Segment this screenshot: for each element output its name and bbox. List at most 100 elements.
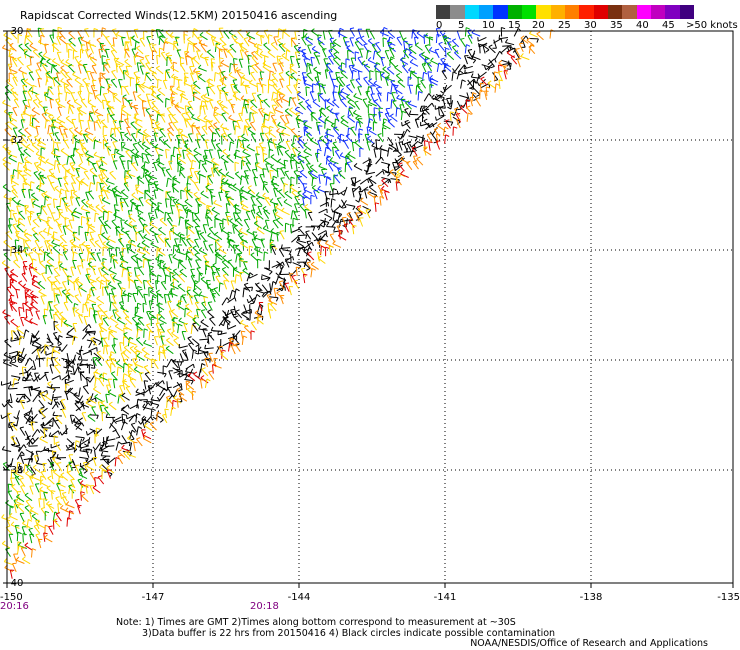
wind-barb-flag bbox=[69, 162, 74, 164]
wind-barb-shaft bbox=[65, 86, 73, 94]
wind-barb bbox=[353, 163, 363, 171]
wind-barb bbox=[408, 84, 414, 94]
wind-barb bbox=[279, 114, 286, 124]
wind-barb-shaft bbox=[227, 50, 234, 59]
wind-barb-shaft bbox=[32, 202, 41, 208]
wind-barb-flag bbox=[145, 62, 150, 65]
wind-barb-flag bbox=[304, 33, 308, 37]
wind-barb bbox=[418, 52, 427, 62]
wind-barb-shaft bbox=[193, 82, 201, 90]
wind-barb-shaft bbox=[179, 94, 189, 101]
wind-barb-flag bbox=[154, 143, 159, 148]
wind-barb-shaft bbox=[213, 202, 223, 208]
wind-barb-flag bbox=[408, 45, 413, 49]
wind-barb-flag bbox=[165, 97, 170, 101]
wind-barb bbox=[53, 76, 61, 86]
wind-barb-shaft bbox=[107, 113, 109, 123]
wind-barb-flag bbox=[167, 54, 173, 57]
wind-barb bbox=[203, 93, 213, 101]
wind-barb bbox=[91, 79, 97, 90]
wind-barb-flag bbox=[79, 129, 83, 134]
wind-barb-flag bbox=[329, 37, 335, 40]
wind-barb-shaft bbox=[192, 43, 195, 53]
wind-barb-flag bbox=[452, 38, 457, 42]
wind-barb-flag bbox=[302, 196, 307, 199]
wind-barb-shaft bbox=[301, 37, 307, 46]
wind-barb-flag bbox=[368, 104, 373, 107]
wind-barb-flag bbox=[250, 99, 255, 102]
wind-barb-flag bbox=[46, 70, 51, 74]
wind-barb-shaft bbox=[63, 83, 66, 93]
wind-barb-shaft bbox=[105, 79, 111, 88]
legend-swatch bbox=[436, 5, 451, 19]
wind-barb-flag bbox=[88, 92, 93, 95]
wind-barb bbox=[488, 44, 496, 54]
wind-barb-shaft bbox=[133, 55, 136, 65]
wind-barb-flag bbox=[290, 176, 295, 179]
wind-barb bbox=[357, 56, 364, 66]
wind-barb-shaft bbox=[68, 32, 76, 40]
wind-barb bbox=[87, 119, 92, 130]
wind-barb-flag bbox=[420, 79, 425, 82]
wind-barb-shaft bbox=[444, 84, 452, 92]
wind-barb-shaft bbox=[47, 125, 50, 135]
wind-barb-shaft bbox=[353, 112, 362, 118]
wind-barb-shaft bbox=[306, 74, 314, 82]
wind-barb-shaft bbox=[269, 170, 272, 180]
wind-barb-flag bbox=[18, 43, 23, 47]
wind-barb-flag bbox=[262, 60, 267, 65]
wind-barb bbox=[277, 87, 286, 96]
wind-barb-flag bbox=[363, 63, 368, 67]
wind-barb-flag bbox=[444, 63, 449, 67]
wind-barb-flag bbox=[30, 181, 35, 184]
wind-barb bbox=[210, 58, 216, 68]
wind-barb-shaft bbox=[487, 58, 495, 65]
wind-barb bbox=[335, 76, 343, 86]
wind-barb bbox=[249, 79, 258, 88]
wind-barb-flag bbox=[368, 78, 373, 82]
wind-barb-flag bbox=[139, 37, 145, 40]
wind-barb bbox=[133, 104, 138, 115]
wind-barb-shaft bbox=[304, 129, 313, 137]
wind-barb-flag bbox=[65, 84, 70, 88]
wind-barb-flag bbox=[10, 174, 16, 177]
wind-barb bbox=[63, 139, 70, 149]
wind-barb bbox=[436, 62, 443, 72]
wind-barb-flag bbox=[175, 102, 179, 106]
wind-barb bbox=[346, 84, 353, 94]
wind-barb-flag bbox=[490, 65, 495, 69]
wind-barb-shaft bbox=[479, 71, 487, 78]
wind-barb-flag bbox=[302, 191, 307, 195]
wind-barb-shaft bbox=[357, 29, 362, 38]
wind-barb bbox=[8, 72, 14, 83]
wind-barb bbox=[183, 186, 193, 194]
wind-barb-flag bbox=[89, 167, 94, 171]
wind-barb bbox=[246, 31, 256, 40]
wind-barb bbox=[193, 170, 199, 181]
wind-barb-shaft bbox=[98, 49, 102, 59]
wind-barb-flag bbox=[2, 156, 7, 161]
wind-barb-flag bbox=[143, 107, 148, 109]
wind-barb-shaft bbox=[210, 167, 215, 177]
wind-barb-shaft bbox=[50, 64, 53, 74]
wind-barb-shaft bbox=[382, 27, 385, 37]
wind-barb-flag bbox=[376, 62, 381, 65]
wind-barb bbox=[502, 62, 512, 68]
wind-barb-shaft bbox=[442, 36, 447, 45]
wind-barb-shaft bbox=[151, 73, 158, 81]
wind-barb bbox=[45, 158, 55, 167]
wind-barb bbox=[46, 70, 54, 80]
wind-barb-shaft bbox=[443, 84, 448, 94]
wind-barb-flag bbox=[193, 80, 198, 84]
wind-barb-flag bbox=[27, 135, 32, 138]
wind-barb-flag bbox=[222, 148, 227, 152]
wind-barb bbox=[132, 91, 138, 101]
wind-barb-flag bbox=[28, 71, 34, 74]
wind-barb-shaft bbox=[210, 62, 213, 72]
wind-barb-flag bbox=[303, 79, 307, 84]
wind-barb-flag bbox=[431, 102, 435, 107]
wind-barb bbox=[467, 49, 473, 59]
wind-barb bbox=[80, 48, 85, 59]
wind-barb-shaft bbox=[498, 37, 508, 40]
wind-barb-shaft bbox=[416, 84, 423, 93]
